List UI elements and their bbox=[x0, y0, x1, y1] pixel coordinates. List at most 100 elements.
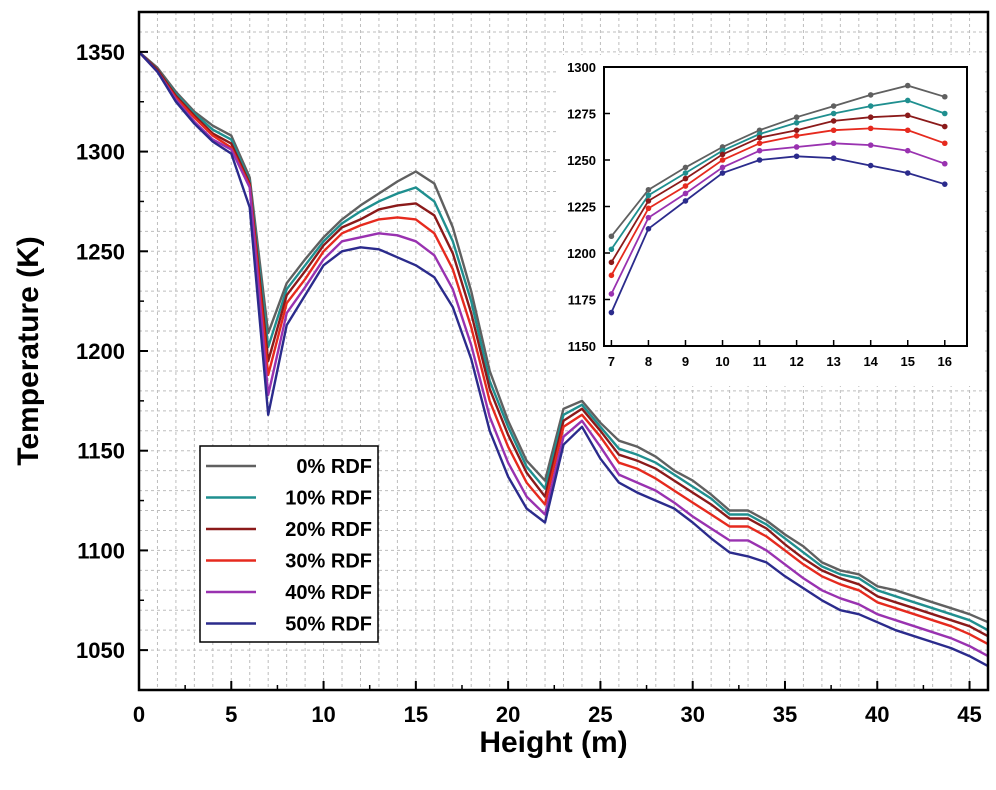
inset-x-tick-label: 12 bbox=[789, 354, 803, 369]
inset-series-20-rdf-point bbox=[756, 134, 763, 141]
legend-label: 40% RDF bbox=[285, 582, 372, 604]
inset-series-0-rdf-point bbox=[904, 82, 911, 89]
inset-y-tick-label: 1175 bbox=[568, 293, 596, 308]
series-line-10-rdf bbox=[138, 51, 989, 632]
inset-x-tick-label: 14 bbox=[863, 354, 878, 369]
inset-series-10-rdf-line bbox=[610, 99, 946, 250]
inset-chart: 7 8 9 10 11 12 13 14 15 16 1150 1175 1200 1225 1250 127… bbox=[558, 55, 983, 386]
inset-series-40-rdf-point bbox=[682, 190, 689, 197]
main-series-group bbox=[138, 50, 989, 668]
inset-series-20-rdf-point bbox=[682, 175, 689, 182]
inset-series-20-rdf-point bbox=[941, 123, 948, 130]
inset-series-30-rdf-point bbox=[867, 125, 874, 132]
inset-series-20-rdf-line bbox=[610, 114, 946, 263]
inset-series-10-rdf-point bbox=[941, 110, 948, 117]
inset-series-50-rdf-point bbox=[756, 157, 763, 163]
inset-series-40-rdf-point bbox=[904, 147, 911, 154]
inset-series-30-rdf-point bbox=[904, 127, 911, 134]
inset-series-0-rdf-point bbox=[941, 93, 948, 100]
legend-label: 20% RDF bbox=[285, 519, 372, 541]
y-tick-label: 1250 bbox=[76, 239, 125, 264]
inset-y-tick-label: 1250 bbox=[567, 153, 596, 168]
inset-series-10-rdf-point bbox=[608, 246, 615, 253]
inset-series-20-rdf-point bbox=[793, 127, 800, 134]
legend-label: 0% RDF bbox=[296, 456, 372, 478]
y-tick-label: 1200 bbox=[76, 339, 125, 364]
legend-box bbox=[199, 445, 379, 643]
x-tick-label: 0 bbox=[133, 702, 145, 727]
x-tick-label: 20 bbox=[496, 702, 520, 727]
inset-series-30-rdf-point bbox=[608, 272, 615, 279]
inset-series-50-rdf-point bbox=[904, 170, 911, 176]
inset-series-20-rdf-point bbox=[719, 151, 726, 158]
inset-series-30-rdf-point bbox=[682, 183, 689, 189]
inset-x-tick-label: 15 bbox=[901, 354, 915, 369]
series-line-50-rdf bbox=[138, 51, 989, 668]
inset-series-10-rdf-point bbox=[867, 103, 874, 109]
inset-series-30-rdf-point bbox=[756, 140, 763, 147]
y-tick-label: 1100 bbox=[77, 538, 125, 563]
inset-series-30-rdf-point bbox=[719, 157, 726, 163]
inset-series-40-rdf-point bbox=[608, 291, 615, 297]
legend-label: 30% RDF bbox=[285, 551, 372, 573]
inset-series-10-rdf-point bbox=[645, 192, 652, 199]
inset-series-30-rdf-point bbox=[645, 205, 652, 212]
x-tick-label: 10 bbox=[311, 702, 335, 727]
inset-series-0-rdf-point bbox=[645, 186, 652, 193]
x-tick-label: 15 bbox=[404, 702, 428, 727]
inset-series-50-rdf-point bbox=[719, 170, 726, 176]
inset-y-tick-label: 1225 bbox=[567, 200, 596, 215]
inset-x-tick-label: 16 bbox=[938, 354, 952, 369]
inset-series-40-rdf-line bbox=[610, 142, 946, 295]
inset-x-tick-label: 9 bbox=[682, 354, 689, 369]
x-tick-label: 45 bbox=[957, 702, 981, 727]
x-tick-label: 30 bbox=[680, 702, 704, 727]
inset-series-40-rdf-point bbox=[719, 164, 726, 171]
series-line-30-rdf bbox=[138, 51, 989, 646]
inset-y-tick-label: 1200 bbox=[567, 246, 596, 261]
inset-series-50-rdf-line bbox=[610, 155, 946, 313]
y-axis-ticks: 1050 1100 1150 1200 1250 1300 1350 bbox=[76, 40, 148, 663]
inset-series-30-rdf-line bbox=[610, 127, 946, 276]
inset-series-0-rdf-point bbox=[830, 103, 837, 109]
inset-series-20-rdf-point bbox=[608, 259, 615, 266]
inset-series-0-rdf-point bbox=[793, 114, 800, 121]
y-tick-label: 1150 bbox=[77, 439, 125, 464]
inset-series-30-rdf-point bbox=[793, 133, 800, 139]
inset-series-0-rdf-point bbox=[608, 233, 615, 240]
inset-series-20-rdf-point bbox=[867, 114, 874, 121]
inset-series-40-rdf-point bbox=[793, 144, 800, 150]
inset-series-10-rdf-point bbox=[793, 120, 800, 126]
inset-series-0-rdf-line bbox=[610, 84, 946, 237]
inset-series-30-rdf-point bbox=[941, 140, 948, 147]
inset-y-tick-label: 1275 bbox=[567, 107, 596, 122]
inset-series-0-rdf-point bbox=[867, 92, 874, 98]
series-line-40-rdf bbox=[138, 51, 989, 658]
inset-x-tick-label: 11 bbox=[753, 354, 767, 369]
y-tick-label: 1050 bbox=[76, 638, 125, 663]
legend: 0% RDF 10% RDF 20% RDF 30% RDF 40% RDF 50% RD… bbox=[199, 445, 379, 643]
inset-series-50-rdf-point bbox=[941, 181, 948, 187]
inset-y-tick-label: 1150 bbox=[568, 339, 596, 354]
inset-series-50-rdf-point bbox=[608, 309, 615, 316]
inset-series-10-rdf-point bbox=[904, 97, 911, 104]
inset-series-40-rdf-point bbox=[645, 214, 652, 221]
x-tick-label: 40 bbox=[865, 702, 889, 727]
x-axis-ticks: 0 5 10 15 20 25 30 35 40 45 bbox=[133, 681, 982, 727]
series-line-20-rdf bbox=[138, 51, 989, 638]
inset-y-tick-label: 1300 bbox=[567, 60, 596, 75]
legend-label: 50% RDF bbox=[285, 614, 372, 636]
inset-series-50-rdf-point bbox=[645, 226, 652, 232]
legend-label: 10% RDF bbox=[285, 488, 372, 510]
inset-x-tick-label: 13 bbox=[826, 354, 840, 369]
inset-series-50-rdf-point bbox=[793, 153, 800, 160]
series-line-0-rdf bbox=[138, 50, 989, 624]
inset-series-30-rdf-point bbox=[830, 127, 837, 134]
inset-series-50-rdf-point bbox=[682, 198, 689, 204]
inset-series-50-rdf-point bbox=[830, 155, 837, 161]
x-tick-label: 5 bbox=[225, 702, 237, 727]
inset-series-10-rdf-point bbox=[682, 170, 689, 176]
inset-x-tick-label: 8 bbox=[645, 354, 652, 369]
inset-series-40-rdf-point bbox=[756, 147, 763, 154]
